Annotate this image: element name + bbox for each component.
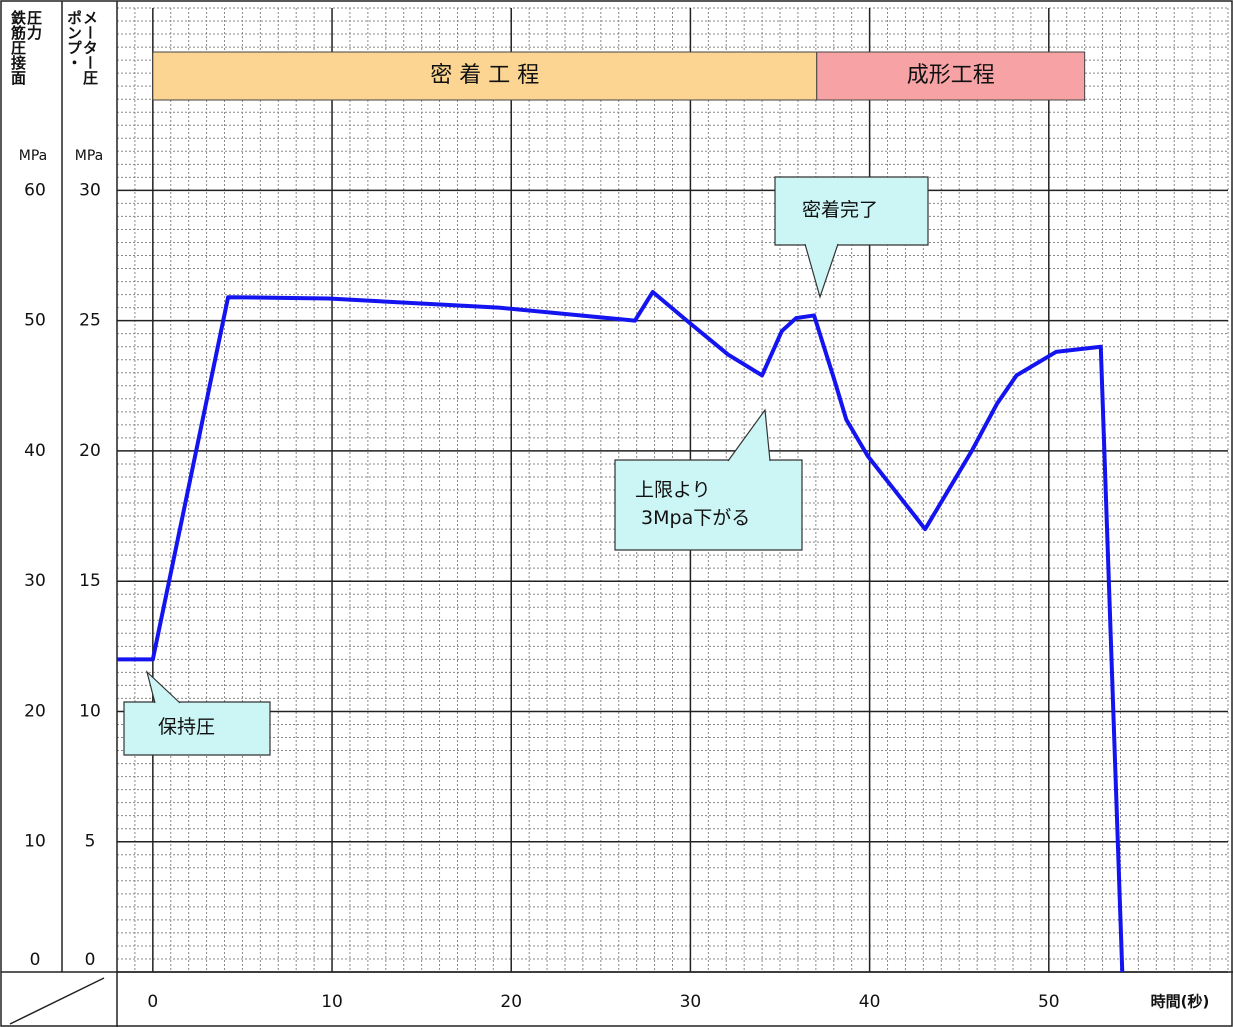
x-tick-label: 30 — [680, 992, 702, 1012]
x-tick-label: 40 — [859, 992, 881, 1012]
y-tick-label: 10 — [79, 701, 101, 721]
process-band-label: 成形工程 — [907, 63, 995, 88]
y2-tick-label: 20 — [24, 701, 46, 721]
callout-text: 保持圧 — [158, 716, 216, 738]
y-tick-label: 20 — [79, 441, 101, 461]
y2-tick-label: 10 — [24, 832, 46, 852]
data-line — [117, 289, 1125, 973]
y2-unit: MPa — [19, 148, 47, 164]
y-unit: MPa — [75, 148, 103, 164]
callout-pointer — [727, 408, 771, 462]
x-tick-label: 0 — [147, 992, 158, 1012]
callout-box — [774, 176, 929, 246]
callout-text: 密着完了 — [802, 199, 879, 221]
x-tick-label: 50 — [1038, 992, 1060, 1012]
process-band — [152, 51, 818, 101]
callout-box — [123, 701, 271, 756]
y-tick-label: 30 — [79, 180, 101, 200]
y2-tick-label: 0 — [30, 950, 41, 970]
y-tick-label: 15 — [79, 571, 101, 591]
x-tick-label: 20 — [500, 992, 522, 1012]
y2-tick-label: 40 — [24, 441, 46, 461]
x-tick-label: 10 — [321, 992, 343, 1012]
corner-diagonal — [9, 977, 105, 1025]
y-tick-label: 5 — [85, 832, 96, 852]
process-band-label: 密 着 工 程 — [430, 63, 539, 88]
y-axis-title: ポンプ・ メーター圧 — [65, 10, 99, 85]
callout-pointer — [804, 243, 839, 300]
y-tick-label: 25 — [79, 311, 101, 331]
process-band — [816, 51, 1086, 101]
y2-tick-label: 50 — [24, 311, 46, 331]
y2-axis-title: 鉄筋圧接面 圧力 — [9, 10, 43, 85]
y2-tick-label: 60 — [24, 180, 46, 200]
callout-text: 上限より 3Mpa下がる — [635, 479, 751, 529]
y2-tick-label: 30 — [24, 571, 46, 591]
callout-pointer — [145, 670, 181, 704]
x-axis-title: 時間(秒) — [1151, 993, 1210, 1011]
y-tick-label: 0 — [85, 950, 96, 970]
